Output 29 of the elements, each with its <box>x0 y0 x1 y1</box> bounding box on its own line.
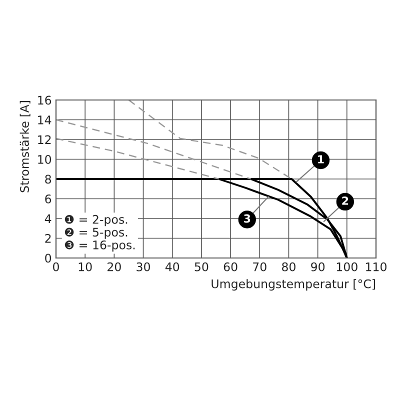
annotation: ❸ = 16-pos. <box>64 240 135 252</box>
annotation: 1 <box>318 155 324 164</box>
x-tick-label: 20 <box>108 262 121 272</box>
x-tick-label: 90 <box>311 262 325 272</box>
y-tick-label: 16 <box>38 96 52 105</box>
y-tick-label: 2 <box>45 234 51 243</box>
y-tick-label: 6 <box>45 194 52 204</box>
x-axis-title: Umgebungstemperatur [°C] <box>212 279 375 291</box>
y-tick-label: 4 <box>44 214 52 223</box>
y-tick-label: 8 <box>45 174 52 184</box>
y-tick-label: 14 <box>38 116 52 124</box>
x-tick-label: 0 <box>53 262 59 272</box>
x-tick-label: 60 <box>224 262 238 272</box>
y-tick-label: 0 <box>45 254 52 263</box>
x-tick-label: 70 <box>253 262 266 272</box>
x-tick-label: 50 <box>194 262 208 272</box>
x-tick-label: 40 <box>165 262 180 272</box>
annotation: 2 <box>342 196 348 205</box>
annotation: 3 <box>244 214 250 223</box>
x-tick-label: 10 <box>78 262 92 272</box>
x-tick-label: 80 <box>282 262 296 272</box>
annotation: ❶ = 2-pos. <box>64 214 128 226</box>
annotation: ❷ = 5-pos. <box>64 228 128 239</box>
x-tick-label: 110 <box>366 262 386 272</box>
y-tick-label: 12 <box>38 135 51 144</box>
x-tick-label: 30 <box>136 262 150 272</box>
y-tick-label: 10 <box>38 154 52 164</box>
y-axis-title: Stromstärke [A] <box>20 101 30 192</box>
x-tick-label: 100 <box>336 262 358 272</box>
